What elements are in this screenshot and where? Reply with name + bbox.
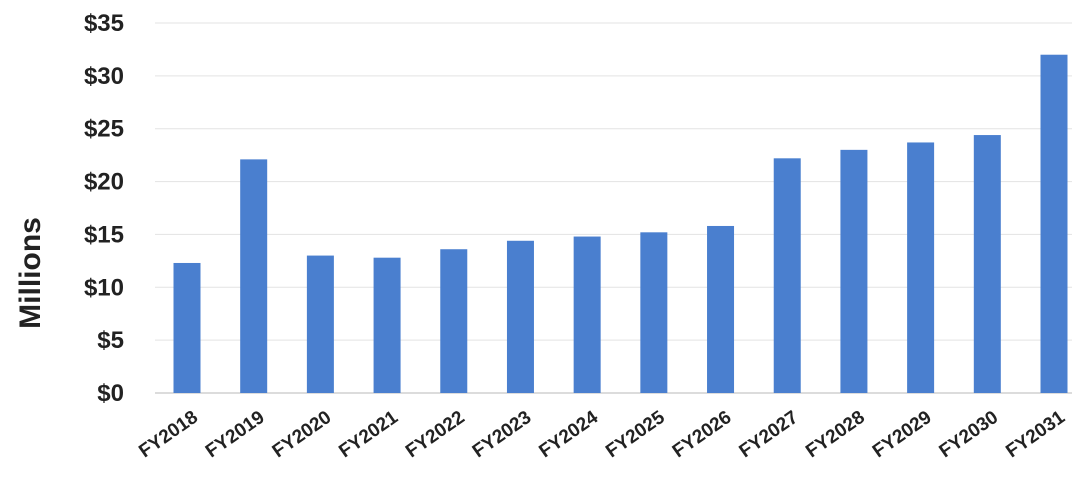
x-tick-label: FY2021 (335, 407, 402, 463)
bar-FY2027 (773, 158, 801, 393)
y-axis-ticks: $0 $5 $10 $15 $20 $25 $30 $35 (84, 10, 124, 407)
bar-FY2020 (306, 255, 334, 393)
bar-FY2019 (240, 159, 268, 393)
bar-FY2025 (640, 232, 668, 393)
x-tick-label: FY2029 (869, 407, 936, 462)
bar-FY2031 (1040, 54, 1068, 393)
x-tick-label: FY2030 (936, 407, 1003, 462)
y-tick-label: $15 (84, 221, 124, 248)
gridlines (155, 22, 1072, 394)
bar-FY2021 (373, 257, 401, 393)
bar-FY2029 (907, 142, 935, 393)
bar-FY2023 (506, 240, 534, 393)
bars (173, 54, 1068, 394)
y-tick-label: $0 (97, 380, 124, 407)
x-tick-label: FY2022 (402, 407, 469, 462)
bar-FY2018 (173, 262, 201, 393)
x-tick-label: FY2025 (602, 407, 669, 463)
bar-FY2026 (707, 225, 735, 393)
x-tick-label: FY2019 (202, 407, 269, 462)
y-tick-label: $20 (84, 169, 124, 196)
y-axis-title: Millions (14, 217, 47, 329)
bar-FY2024 (573, 236, 601, 393)
y-tick-label: $25 (84, 116, 124, 143)
x-tick-label: FY2028 (802, 407, 869, 462)
x-tick-label: FY2026 (669, 407, 736, 462)
bar-FY2022 (440, 249, 468, 393)
x-tick-label: FY2023 (469, 407, 536, 462)
x-tick-label: FY2024 (535, 407, 602, 463)
y-tick-label: $35 (84, 10, 124, 37)
x-axis-ticks: FY2018 FY2019 FY2020 FY2021 FY2022 FY2023 FY20… (135, 407, 1069, 463)
y-tick-label: $30 (84, 63, 124, 90)
x-tick-label: FY2031 (1002, 407, 1069, 463)
bar-FY2028 (840, 149, 868, 393)
bar-FY2030 (973, 135, 1001, 394)
x-tick-label: FY2018 (135, 407, 202, 462)
y-tick-label: $5 (97, 327, 124, 354)
x-tick-label: FY2027 (736, 407, 803, 462)
x-tick-label: FY2020 (269, 407, 336, 462)
y-tick-label: $10 (84, 274, 124, 301)
